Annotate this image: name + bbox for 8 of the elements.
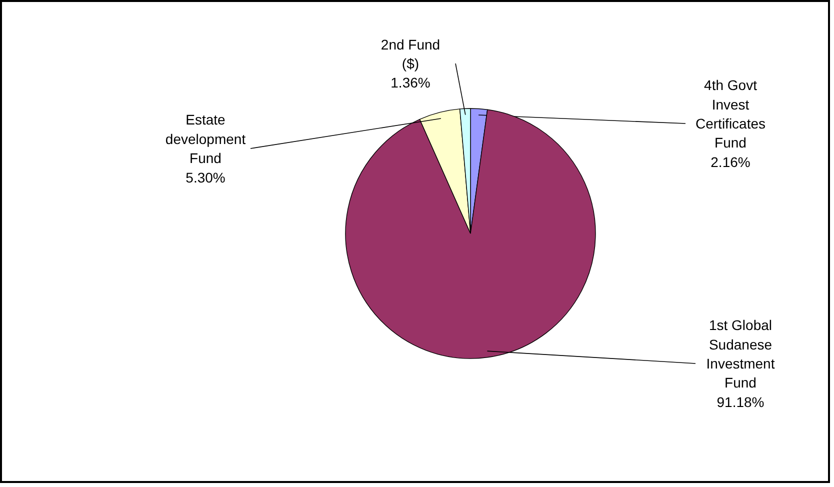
slice-label: Estate development Fund — [165, 112, 246, 166]
slice-label: 2nd Fund ($) — [380, 36, 440, 72]
data-label: 5.30% — [186, 169, 226, 186]
slice-label: 1st Global Sudanese Investment Fund — [706, 317, 775, 391]
slice-label: 4th Govt Invest Certificates Fund — [695, 77, 766, 151]
data-label: 91.18% — [716, 394, 764, 410]
data-label: 1.36% — [390, 74, 430, 91]
data-label: 2.16% — [710, 154, 750, 170]
